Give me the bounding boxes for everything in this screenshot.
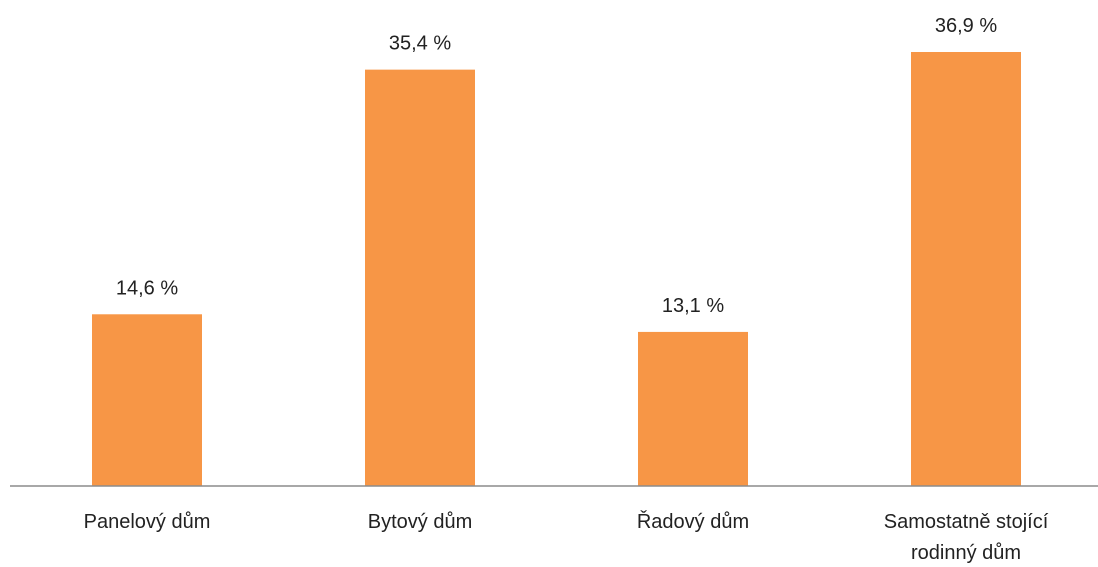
category-label-4: Samostatně stojící rodinný dům [884, 511, 1049, 564]
bar-2 [365, 69, 475, 486]
bar-1 [92, 314, 202, 486]
category-label-line: Panelový dům [84, 511, 211, 533]
bars-group [92, 52, 1021, 486]
category-label-line: Řadový dům [637, 510, 749, 533]
data-label-3: 13,1 % [662, 295, 724, 317]
data-labels-group: 14,6 % 35,4 % 13,1 % 36,9 % [116, 15, 997, 317]
bar-3 [638, 331, 748, 486]
category-label-line: Bytový dům [368, 511, 472, 533]
category-label-line: Samostatně stojící [884, 511, 1049, 533]
data-label-4: 36,9 % [935, 15, 997, 37]
category-label-1: Panelový dům [84, 511, 211, 533]
category-label-2: Bytový dům [368, 511, 472, 533]
category-label-line: rodinný dům [911, 542, 1021, 564]
data-label-2: 35,4 % [389, 33, 451, 55]
category-label-3: Řadový dům [637, 510, 749, 533]
data-label-1: 14,6 % [116, 277, 178, 299]
category-labels-group: Panelový dům Bytový dům Řadový dům Samostat… [84, 510, 1049, 564]
bar-4 [911, 52, 1021, 486]
